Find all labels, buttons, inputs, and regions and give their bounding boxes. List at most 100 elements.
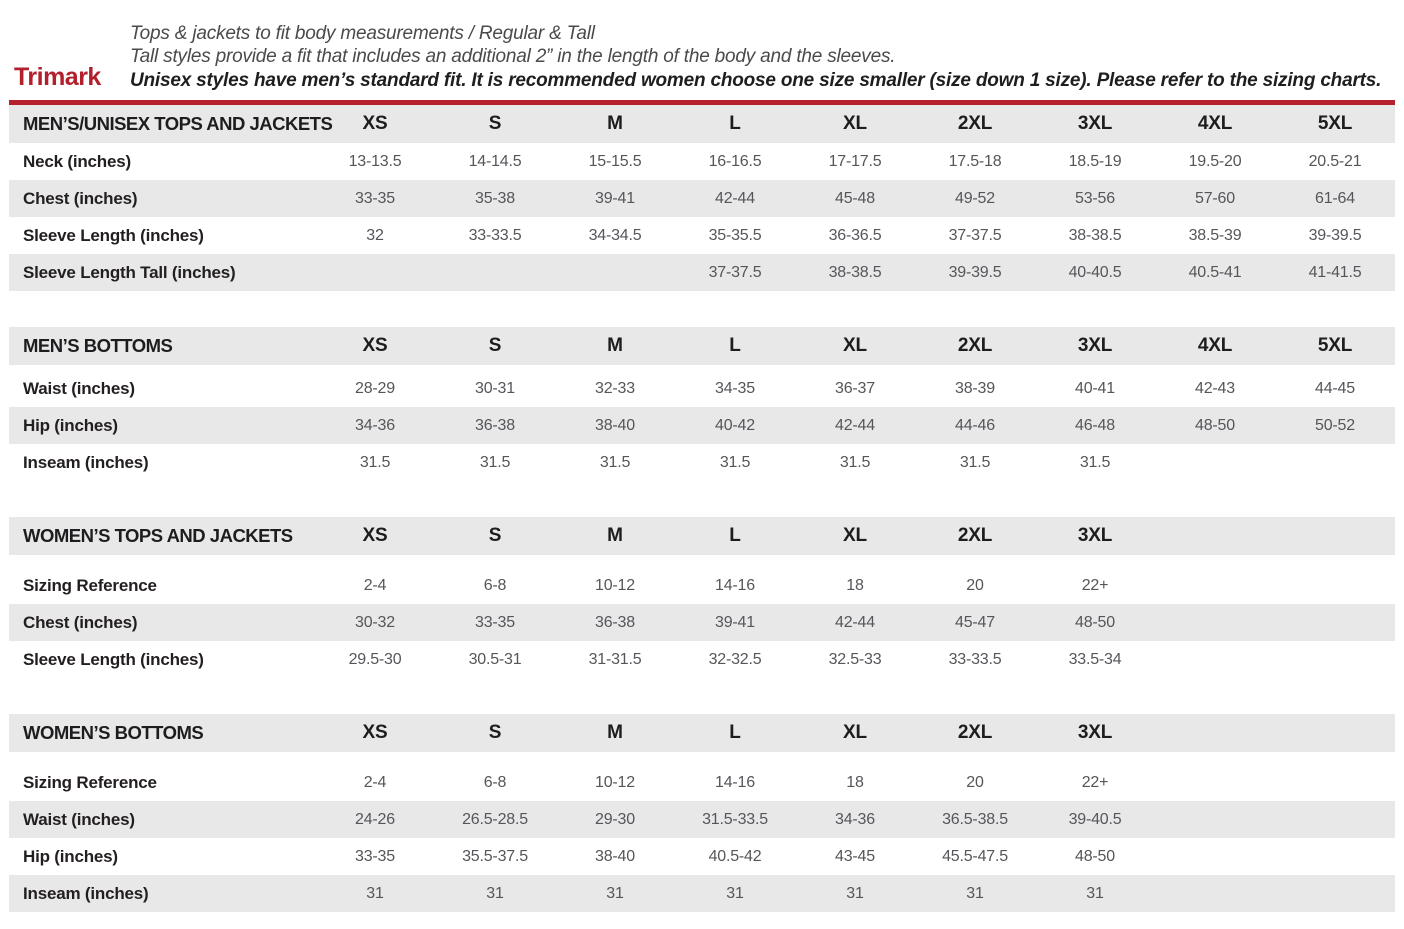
size-value-cell: 40-40.5 [1068,263,1122,281]
size-column-header: M [607,113,623,134]
row-label: Sizing Reference [23,575,157,595]
size-value-cell: 30-31 [475,379,515,397]
size-column-header: 5XL [1317,113,1353,134]
size-value-cell: 10-12 [595,773,635,791]
table-row: Sizing Reference 2-4 6-8 10-12 14-16 18 20 22+ [9,764,1395,801]
size-column-header: XS [362,113,388,134]
size-column-header: 2XL [957,113,993,134]
size-value-cell: 17.5-18 [948,152,1002,170]
size-value-cell: 37-37.5 [708,263,762,281]
size-column-header: XL [843,335,867,356]
size-value-cell: 36-38 [595,613,635,631]
size-value-cell: 53-56 [1075,189,1115,207]
table-row: Hip (inches) 33-35 35.5-37.5 38-40 40.5-42 43… [9,838,1395,875]
size-value-cell: 16-16.5 [708,152,762,170]
size-value-cell: 19.5-20 [1188,152,1242,170]
size-value-cell: 30.5-31 [468,650,522,668]
size-value-cell: 34-36 [355,416,395,434]
intro-line-tall: Tall styles provide a fit that includes … [130,46,896,67]
size-column-header: XL [843,722,867,743]
size-value-cell: 33-33.5 [948,650,1002,668]
size-value-cell: 22+ [1081,773,1109,791]
size-value-cell: 40.5-41 [1188,263,1242,281]
size-value-cell: 42-44 [715,189,755,207]
size-column-header: XL [843,113,867,134]
size-value-cell: 31 [486,884,504,902]
size-value-cell: 24-26 [355,810,395,828]
size-value-cell: 2-4 [363,773,387,791]
size-value-cell: 36.5-38.5 [942,810,1008,828]
size-value-cell: 18 [846,773,864,791]
size-value-cell: 33-35 [355,847,395,865]
size-column-header: XS [362,525,388,546]
size-value-cell: 31 [1086,884,1104,902]
header-divider-rule [9,100,1395,105]
size-value-cell: 29.5-30 [348,650,402,668]
size-value-cell: 36-37 [835,379,875,397]
row-label: Waist (inches) [23,378,135,398]
size-value-cell: 39-41 [715,613,755,631]
size-column-header: 4XL [1197,113,1233,134]
size-value-cell: 32.5-33 [828,650,882,668]
size-column-header: 2XL [957,722,993,743]
size-column-header: 3XL [1077,722,1113,743]
size-value-cell: 39-39.5 [1308,226,1362,244]
brand-logo: Trimark [14,63,101,91]
size-value-cell: 39-39.5 [948,263,1002,281]
intro-text-block: Tops & jackets to fit body measurements … [130,22,1395,93]
size-value-cell: 37-37.5 [948,226,1002,244]
size-value-cell: 32-33 [595,379,635,397]
size-value-cell: 32-32.5 [708,650,762,668]
size-column-header: M [607,335,623,356]
row-label: Neck (inches) [23,151,131,171]
intro-line-unisex: Unisex styles have men’s standard fit. I… [130,69,1382,91]
size-value-cell: 30-32 [355,613,395,631]
row-label: Sleeve Length Tall (inches) [23,262,236,282]
size-value-cell: 31 [726,884,744,902]
table-womens-tops-and-jackets: WOMEN’S TOPS AND JACKETS XS S M L XL 2XL 3XL Siz… [9,517,1395,678]
size-value-cell: 10-12 [595,576,635,594]
table-row: Hip (inches) 34-36 36-38 38-40 40-42 42-44 44-… [9,407,1395,444]
row-label: Sleeve Length (inches) [23,225,204,245]
size-column-header: S [488,722,502,743]
size-value-cell: 50-52 [1315,416,1355,434]
intro-line-fit: Tops & jackets to fit body measurements … [130,22,595,44]
table-row: Waist (inches) 24-26 26.5-28.5 29-30 31.5-33… [9,801,1395,838]
table-row: Sizing Reference 2-4 6-8 10-12 14-16 18 20 22+ [9,567,1395,604]
size-value-cell: 40.5-42 [708,847,762,865]
table-row: Inseam (inches) 31.5 31.5 31.5 31.5 31.5 31.5 3… [9,444,1395,481]
size-column-header: XS [362,335,388,356]
size-value-cell: 31.5 [959,453,991,471]
table-header-row: MEN’S/UNISEX TOPS AND JACKETS XS S M L XL 2XL 3… [9,105,1395,143]
size-value-cell: 40-42 [715,416,755,434]
row-label: Hip (inches) [23,415,118,435]
size-value-cell: 48-50 [1075,613,1115,631]
size-value-cell: 33.5-34 [1068,650,1122,668]
size-value-cell: 38-39 [955,379,995,397]
size-column-header: S [488,525,502,546]
size-value-cell: 35.5-37.5 [462,847,528,865]
size-column-header: XS [362,722,388,743]
size-value-cell: 38-38.5 [1068,226,1122,244]
size-value-cell: 44-46 [955,416,995,434]
size-value-cell: 28-29 [355,379,395,397]
size-value-cell: 45-48 [835,189,875,207]
size-column-header: L [729,525,741,546]
size-value-cell: 14-14.5 [468,152,522,170]
size-column-header: L [729,335,741,356]
size-value-cell: 31.5 [719,453,751,471]
size-column-header: 5XL [1317,335,1353,356]
table-title: MEN’S/UNISEX TOPS AND JACKETS [23,113,333,134]
size-column-header: L [729,722,741,743]
size-value-cell: 42-44 [835,416,875,434]
size-value-cell: 18 [846,576,864,594]
size-value-cell: 33-35 [475,613,515,631]
size-value-cell: 20.5-21 [1308,152,1362,170]
table-header-row: WOMEN’S TOPS AND JACKETS XS S M L XL 2XL 3XL [9,517,1395,555]
size-value-cell: 6-8 [483,773,507,791]
size-value-cell: 14-16 [715,576,755,594]
size-value-cell: 15-15.5 [588,152,642,170]
size-value-cell: 13-13.5 [348,152,402,170]
table-mens-bottoms: MEN’S BOTTOMS XS S M L XL 2XL 3XL 4XL 5XL Waist (i… [9,327,1395,481]
